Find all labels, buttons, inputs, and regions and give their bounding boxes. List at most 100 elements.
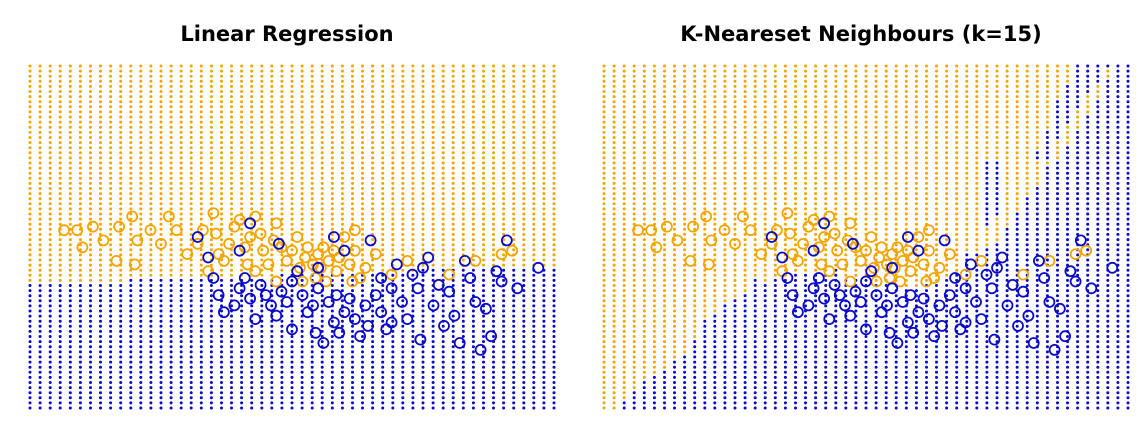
lr-grid-dot-blue (300, 381, 304, 384)
lr-grid-dot-orange (99, 176, 102, 180)
lr-grid-dot-orange (471, 258, 475, 262)
lr-grid-dot-orange (149, 156, 153, 160)
lr-grid-dot-blue (381, 299, 385, 303)
lr-grid-dot-orange (199, 253, 203, 257)
lr-grid-dot-blue (300, 365, 304, 369)
knn-grid-dot-orange (622, 263, 626, 267)
lr-grid-dot-blue (320, 294, 324, 298)
knn-grid-dot-blue (723, 381, 727, 384)
lr-grid-dot-orange (371, 151, 375, 155)
lr-grid-dot-blue (189, 299, 193, 303)
lr-grid-dot-orange (129, 187, 133, 190)
knn-grid-dot-orange (733, 74, 737, 78)
lr-grid-dot-orange (38, 161, 42, 165)
lr-grid-dot-orange (391, 197, 395, 201)
lr-grid-dot-orange (361, 258, 364, 262)
lr-grid-dot-orange (250, 187, 254, 190)
lr-grid-dot-blue (129, 391, 133, 395)
lr-grid-dot-blue (330, 335, 334, 338)
lr-point-orange (257, 244, 270, 257)
lr-grid-dot-blue (189, 289, 193, 293)
knn-grid-dot-blue (713, 345, 717, 349)
lr-grid-dot-blue (552, 294, 556, 298)
lr-grid-dot-orange (48, 227, 52, 231)
knn-grid-dot-blue (723, 401, 727, 405)
lr-grid-dot-orange (169, 74, 173, 78)
lr-grid-dot-orange (512, 146, 516, 150)
lr-grid-dot-orange (502, 202, 506, 206)
knn-grid-dot-blue (703, 375, 707, 379)
knn-grid-dot-orange (743, 79, 747, 83)
knn-grid-dot-orange (683, 263, 687, 267)
lr-grid-dot-blue (441, 314, 445, 318)
knn-grid-dot-blue (773, 360, 777, 364)
knn-grid-dot-orange (703, 64, 707, 68)
knn-grid-dot-blue (713, 329, 717, 333)
lr-grid-dot-orange (320, 120, 324, 124)
lr-grid-dot-blue (371, 284, 375, 287)
lr-grid-dot-blue (552, 268, 556, 272)
knn-grid-dot-orange (703, 181, 707, 185)
knn-grid-dot-blue (743, 309, 747, 313)
lr-grid-dot-blue (220, 319, 223, 323)
knn-grid-dot-blue (663, 386, 666, 390)
lr-grid-dot-orange (451, 176, 455, 180)
lr-grid-dot-blue (220, 329, 223, 333)
lr-grid-dot-blue (250, 375, 254, 379)
lr-grid-dot-blue (441, 324, 445, 328)
lr-grid-dot-blue (471, 335, 475, 338)
lr-grid-dot-blue (340, 278, 344, 282)
lr-grid-dot-blue (139, 304, 143, 308)
lr-grid-dot-orange (431, 130, 435, 134)
lr-grid-dot-orange (159, 95, 163, 99)
lr-grid-dot-blue (310, 396, 314, 400)
lr-grid-dot-blue (189, 329, 193, 333)
lr-grid-dot-orange (471, 141, 475, 145)
lr-grid-dot-orange (89, 120, 92, 124)
knn-grid-dot-blue (783, 381, 787, 384)
lr-grid-dot-orange (48, 161, 52, 165)
knn-grid-dot-orange (713, 130, 717, 134)
knn-grid-dot-orange (663, 69, 666, 73)
knn-grid-dot-orange (693, 192, 697, 196)
lr-grid-dot-orange (542, 222, 546, 226)
lr-grid-dot-blue (179, 335, 183, 338)
lr-grid-dot-orange (139, 253, 143, 257)
lr-grid-dot-blue (512, 273, 516, 277)
lr-grid-dot-blue (230, 314, 233, 318)
lr-grid-dot-blue (431, 350, 435, 354)
lr-grid-dot-orange (220, 115, 223, 119)
knn-grid-dot-orange (622, 146, 626, 150)
knn-grid-dot-blue (723, 309, 727, 313)
lr-grid-dot-orange (189, 105, 193, 109)
lr-grid-dot-blue (159, 278, 163, 282)
knn-grid-dot-orange (652, 335, 656, 338)
lr-grid-dot-orange (179, 248, 183, 252)
lr-grid-dot-blue (542, 406, 546, 410)
lr-grid-dot-orange (451, 84, 455, 88)
lr-grid-dot-orange (139, 120, 143, 124)
knn-grid-dot-blue (763, 396, 767, 400)
lr-grid-dot-orange (260, 161, 264, 165)
lr-grid-dot-orange (58, 217, 62, 221)
knn-grid-dot-orange (663, 309, 666, 313)
lr-grid-dot-orange (340, 151, 344, 155)
knn-grid-dot-blue (622, 406, 626, 410)
lr-grid-dot-orange (250, 171, 254, 175)
lr-grid-dot-orange (371, 95, 375, 99)
knn-grid-dot-orange (602, 375, 606, 379)
knn-grid-dot-blue (703, 350, 707, 354)
lr-point-blue (479, 302, 492, 315)
lr-grid-dot-orange (320, 181, 324, 185)
lr-grid-dot-blue (250, 299, 254, 303)
knn-grid-dot-orange (683, 309, 687, 313)
lr-grid-dot-orange (492, 243, 495, 247)
knn-grid-dot-orange (703, 187, 707, 190)
lr-grid-dot-orange (532, 166, 536, 170)
lr-grid-dot-orange (532, 171, 536, 175)
lr-grid-dot-orange (351, 212, 354, 216)
lr-grid-dot-orange (411, 90, 415, 93)
lr-grid-dot-orange (300, 217, 304, 221)
lr-grid-dot-blue (441, 360, 445, 364)
lr-grid-dot-blue (522, 299, 526, 303)
